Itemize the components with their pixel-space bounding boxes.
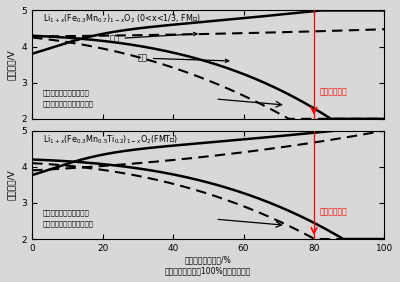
Text: 実線：新製造技術適用品: 実線：新製造技術適用品 xyxy=(43,89,90,96)
Text: 破線：従来製造技術適用品: 破線：従来製造技術適用品 xyxy=(43,100,94,107)
X-axis label: 規格化充放電容量/%
（初期充電容量を100%とした場合）: 規格化充放電容量/% （初期充電容量を100%とした場合） xyxy=(165,256,252,275)
Text: 実線：新製造技術適用品: 実線：新製造技術適用品 xyxy=(43,210,90,216)
Text: 既存正極の値: 既存正極の値 xyxy=(319,87,347,96)
Y-axis label: 電池電圧/V: 電池電圧/V xyxy=(7,49,16,80)
Text: Li$_{1+x}$(Fe$_{0.3}$Mn$_{0.5}$Ti$_{0.2}$)$_{1-x}$O$_2$(FMT系): Li$_{1+x}$(Fe$_{0.3}$Mn$_{0.5}$Ti$_{0.2}… xyxy=(43,133,178,146)
Text: Li$_{1+x}$(Fe$_{0.3}$Mn$_{0.7}$)$_{1-x}$O$_2$ (0<x<1/3, FM系): Li$_{1+x}$(Fe$_{0.3}$Mn$_{0.7}$)$_{1-x}$… xyxy=(43,13,200,25)
Text: 既存正極の値: 既存正極の値 xyxy=(319,208,347,216)
Text: 放電: 放電 xyxy=(138,54,229,63)
Text: 破線：従来製造技術適用品: 破線：従来製造技術適用品 xyxy=(43,221,94,227)
Text: 充電: 充電 xyxy=(110,32,197,43)
Y-axis label: 電池電圧/V: 電池電圧/V xyxy=(7,169,16,200)
